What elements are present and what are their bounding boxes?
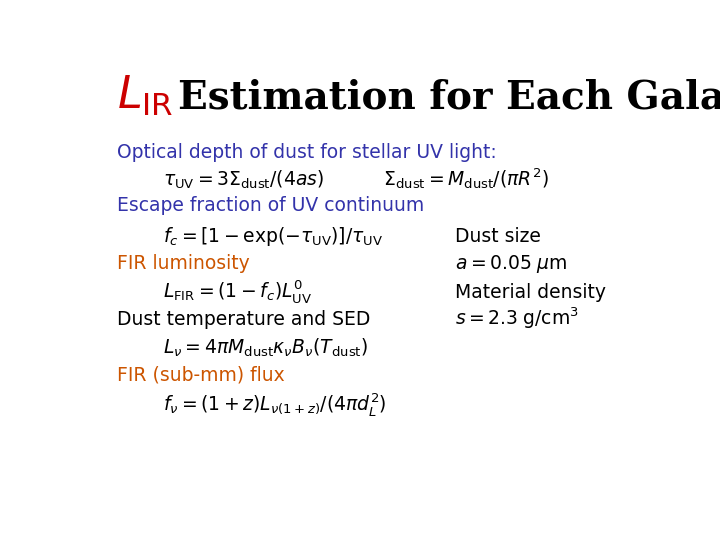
Text: $L_\nu = 4\pi M_{\rm dust}\kappa_\nu B_\nu(T_{\rm dust})$: $L_\nu = 4\pi M_{\rm dust}\kappa_\nu B_\… <box>163 337 368 359</box>
Text: $\tau_{\rm UV} = 3\Sigma_{\rm dust}/(4as)$          $\Sigma_{\rm dust} = M_{\rm : $\tau_{\rm UV} = 3\Sigma_{\rm dust}/(4as… <box>163 166 549 191</box>
Text: $\mathit{L}_{\rm IR}$: $\mathit{L}_{\rm IR}$ <box>117 73 174 118</box>
Text: Escape fraction of UV continuum: Escape fraction of UV continuum <box>117 196 424 215</box>
Text: FIR (sub-mm) flux: FIR (sub-mm) flux <box>117 366 284 385</box>
Text: Material density: Material density <box>456 282 606 302</box>
Text: Optical depth of dust for stellar UV light:: Optical depth of dust for stellar UV lig… <box>117 143 497 163</box>
Text: $s = 2.3\;{\rm g/cm}^3$: $s = 2.3\;{\rm g/cm}^3$ <box>456 305 580 330</box>
Text: Estimation for Each Galaxy: Estimation for Each Galaxy <box>178 78 720 117</box>
Text: $f_c = [1 - {\rm exp}(-\tau_{\rm UV})]/\tau_{\rm UV}$: $f_c = [1 - {\rm exp}(-\tau_{\rm UV})]/\… <box>163 225 383 247</box>
Text: $L_{\rm FIR} = (1 - f_c)L_{\rm UV}^{0}$: $L_{\rm FIR} = (1 - f_c)L_{\rm UV}^{0}$ <box>163 278 312 305</box>
Text: FIR luminosity: FIR luminosity <box>117 254 250 273</box>
Text: $f_\nu = (1 + z)L_{\nu(1+z)}/(4\pi d_L^{2})$: $f_\nu = (1 + z)L_{\nu(1+z)}/(4\pi d_L^{… <box>163 392 386 418</box>
Text: Dust size: Dust size <box>456 226 541 246</box>
Text: $a = 0.05\;\mu{\rm m}$: $a = 0.05\;\mu{\rm m}$ <box>456 253 567 274</box>
Text: Dust temperature and SED: Dust temperature and SED <box>117 309 370 329</box>
